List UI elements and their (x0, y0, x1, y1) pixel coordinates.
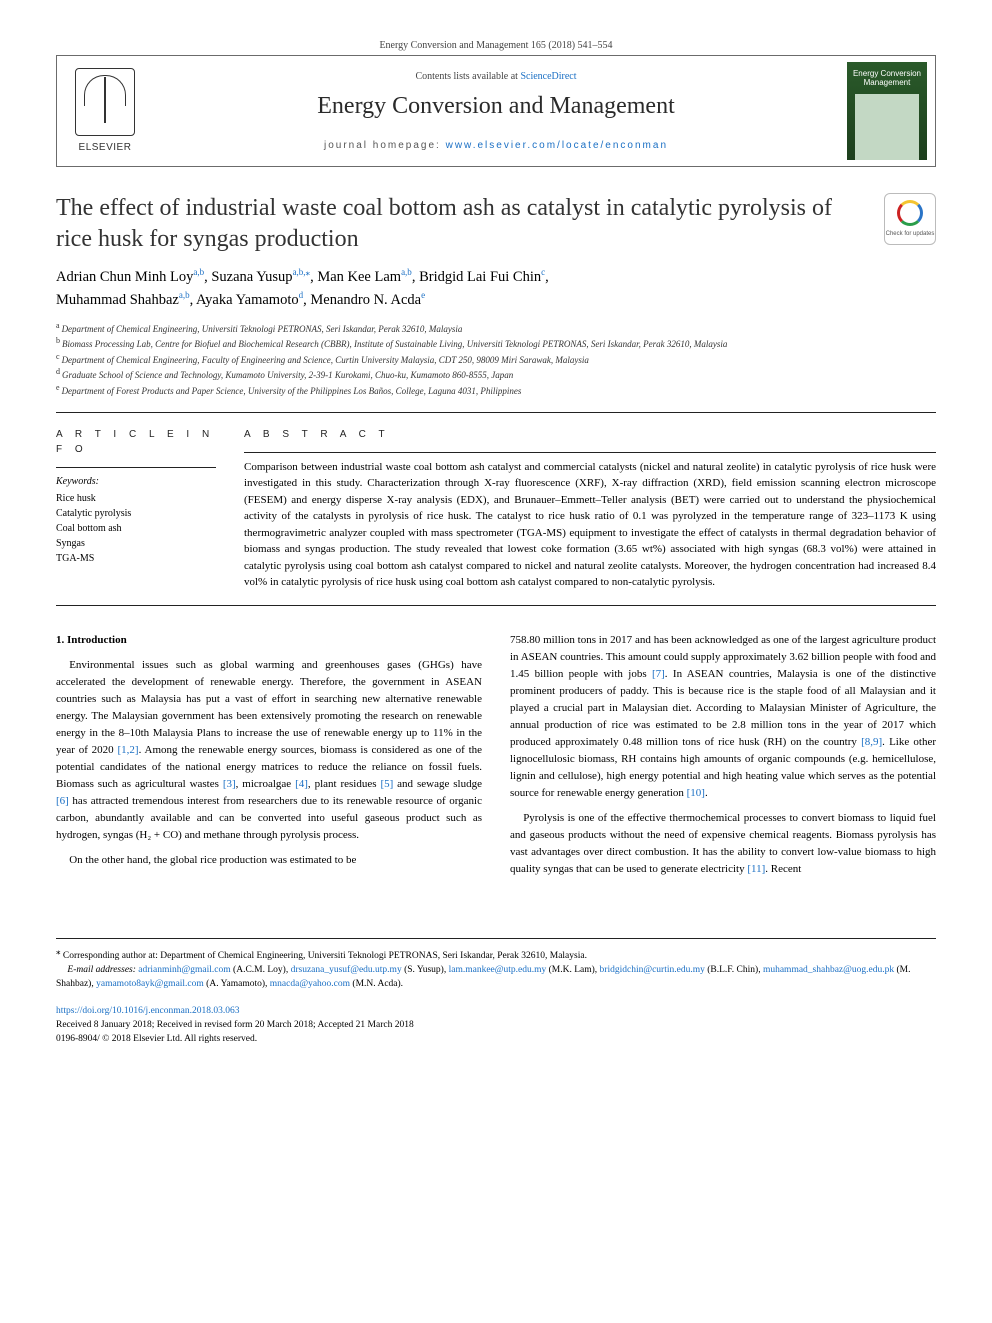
abstract-heading: A B S T R A C T (244, 427, 936, 442)
article-title: The effect of industrial waste coal bott… (56, 193, 884, 254)
info-abstract-row: A R T I C L E I N F O Keywords: Rice hus… (56, 427, 936, 591)
cover-title: Energy Conversion Management (847, 70, 927, 88)
ref-11[interactable]: [11] (747, 863, 765, 875)
authors-line: Adrian Chun Minh Loya,b, Suzana Yusupa,b… (56, 266, 936, 311)
email-link[interactable]: yamamoto8ayk@gmail.com (96, 979, 204, 989)
ref-4[interactable]: [4] (295, 778, 308, 790)
email-link[interactable]: mnacda@yahoo.com (270, 979, 350, 989)
title-row: The effect of industrial waste coal bott… (56, 193, 936, 254)
ref-5[interactable]: [5] (380, 778, 393, 790)
email-link[interactable]: muhammad_shahbaz@uog.edu.pk (763, 965, 894, 975)
keyword: Coal bottom ash (56, 521, 216, 536)
rule-bottom (56, 605, 936, 606)
email-link[interactable]: bridgidchin@curtin.edu.my (600, 965, 705, 975)
section-1-p3: 758.80 million tons in 2017 and has been… (510, 632, 936, 802)
crossmark-ring-icon (897, 200, 923, 226)
abstract-column: A B S T R A C T Comparison between indus… (244, 427, 936, 591)
section-1-heading: 1. Introduction (56, 632, 482, 649)
sciencedirect-link[interactable]: ScienceDirect (520, 71, 576, 82)
sep: , (545, 269, 549, 285)
email-link[interactable]: lam.mankee@utp.edu.my (449, 965, 547, 975)
elsevier-logo: ELSEVIER (65, 62, 145, 160)
email-who: (B.L.F. Chin), (705, 965, 763, 975)
email-who: (M.N. Acda). (350, 979, 403, 989)
author-7: Menandro N. Acda (310, 292, 421, 308)
body-columns: 1. Introduction Environmental issues suc… (56, 632, 936, 882)
ref-8-9[interactable]: [8,9] (861, 736, 882, 748)
info-rule (56, 467, 216, 468)
masthead: ELSEVIER Contents lists available at Sci… (56, 55, 936, 167)
homepage-prefix: journal homepage: (324, 140, 446, 151)
email-who: (A.C.M. Loy), (231, 965, 291, 975)
section-1-p4: Pyrolysis is one of the effective thermo… (510, 810, 936, 878)
rule-top (56, 412, 936, 413)
keyword: Rice husk (56, 491, 216, 506)
email-who: (M.K. Lam), (546, 965, 599, 975)
keyword: Catalytic pyrolysis (56, 506, 216, 521)
citation-line: Energy Conversion and Management 165 (20… (56, 38, 936, 53)
email-link[interactable]: drsuzana_yusuf@edu.utp.my (291, 965, 402, 975)
author-6: Ayaka Yamamoto (196, 292, 299, 308)
emails-line: E-mail addresses: adrianminh@gmail.com (… (56, 963, 936, 992)
contents-available-line: Contents lists available at ScienceDirec… (145, 69, 847, 84)
affiliation-b: bBiomass Processing Lab, Centre for Biof… (56, 335, 936, 351)
author-2: Suzana Yusup (211, 269, 292, 285)
affiliation-c: cDepartment of Chemical Engineering, Fac… (56, 351, 936, 367)
keywords-heading: Keywords: (56, 474, 216, 489)
sep: , (412, 269, 419, 285)
author-1: Adrian Chun Minh Loy (56, 269, 193, 285)
email-who: (S. Yusup), (402, 965, 449, 975)
copyright-line: 0196-8904/ © 2018 Elsevier Ltd. All righ… (56, 1032, 936, 1046)
section-1-p2: On the other hand, the global rice produ… (56, 852, 482, 869)
section-1-p1: Environmental issues such as global warm… (56, 657, 482, 845)
affiliation-e: eDepartment of Forest Products and Paper… (56, 382, 936, 398)
journal-cover-thumb: Energy Conversion Management (847, 62, 927, 160)
abstract-rule (244, 452, 936, 453)
masthead-center: Contents lists available at ScienceDirec… (145, 69, 847, 153)
author-3-aff: a,b (401, 267, 412, 277)
ref-3[interactable]: [3] (223, 778, 236, 790)
contents-prefix: Contents lists available at (415, 71, 520, 82)
ref-6[interactable]: [6] (56, 795, 69, 807)
email-label: E-mail addresses: (67, 965, 138, 975)
cover-body (855, 94, 919, 160)
article-info-heading: A R T I C L E I N F O (56, 427, 216, 457)
journal-name: Energy Conversion and Management (145, 88, 847, 124)
author-7-aff: e (421, 290, 425, 300)
email-link[interactable]: adrianminh@gmail.com (138, 965, 230, 975)
author-5-aff: a,b (179, 290, 190, 300)
author-5: Muhammad Shahbaz (56, 292, 179, 308)
abstract-text: Comparison between industrial waste coal… (244, 459, 936, 591)
history-line: Received 8 January 2018; Received in rev… (56, 1018, 936, 1032)
elsevier-wordmark: ELSEVIER (79, 140, 132, 155)
ref-7[interactable]: [7] (652, 668, 665, 680)
journal-homepage-line: journal homepage: www.elsevier.com/locat… (145, 138, 847, 153)
doi-history-block: https://doi.org/10.1016/j.enconman.2018.… (56, 1004, 936, 1047)
keyword: Syngas (56, 536, 216, 551)
author-3: Man Kee Lam (317, 269, 401, 285)
email-who: (A. Yamamoto), (204, 979, 270, 989)
ref-10[interactable]: [10] (687, 787, 705, 799)
crossmark-label: Check for updates (886, 230, 935, 239)
affiliation-a: aDepartment of Chemical Engineering, Uni… (56, 320, 936, 336)
author-1-aff: a,b (193, 267, 204, 277)
article-info-column: A R T I C L E I N F O Keywords: Rice hus… (56, 427, 216, 591)
corresponding-author-line: ⁎ Corresponding author at: Department of… (56, 945, 936, 963)
keywords-list: Rice husk Catalytic pyrolysis Coal botto… (56, 491, 216, 566)
affiliations: aDepartment of Chemical Engineering, Uni… (56, 320, 936, 398)
ref-1-2[interactable]: [1,2] (117, 744, 138, 756)
footer: ⁎ Corresponding author at: Department of… (56, 938, 936, 1047)
author-2-aff: a,b,⁎ (293, 267, 311, 277)
doi-link[interactable]: https://doi.org/10.1016/j.enconman.2018.… (56, 1006, 239, 1016)
affiliation-d: dGraduate School of Science and Technolo… (56, 366, 936, 382)
homepage-link[interactable]: www.elsevier.com/locate/enconman (446, 140, 668, 151)
crossmark-badge[interactable]: Check for updates (884, 193, 936, 245)
author-4: Bridgid Lai Fui Chin (419, 269, 541, 285)
elsevier-tree-icon (75, 68, 135, 136)
keyword: TGA-MS (56, 551, 216, 566)
